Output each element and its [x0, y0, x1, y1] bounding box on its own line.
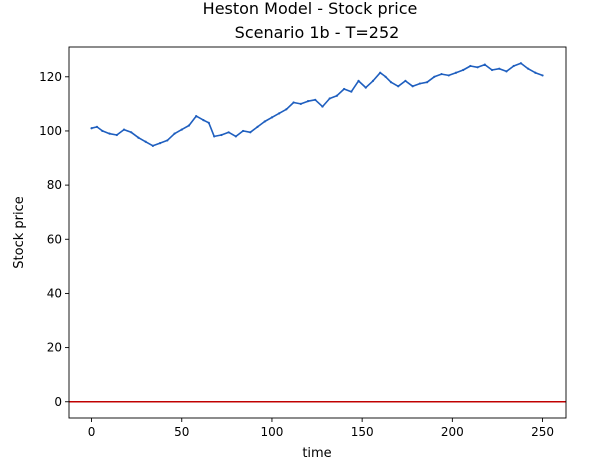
data-point: [159, 142, 162, 145]
data-point: [144, 140, 147, 143]
data-point: [187, 124, 191, 127]
data-point: [306, 100, 310, 103]
data-point: [462, 68, 465, 72]
data-point: [292, 101, 295, 104]
data-point: [364, 86, 367, 89]
data-point: [483, 63, 486, 66]
data-point: [249, 131, 252, 134]
data-point: [122, 128, 126, 131]
x-tick-label: 0: [88, 425, 96, 439]
data-point: [115, 133, 118, 137]
data-point: [151, 144, 154, 147]
x-tick-label: 50: [174, 425, 189, 439]
data-point: [241, 129, 245, 133]
data-point: [234, 135, 237, 138]
data-point: [90, 127, 93, 130]
data-point: [440, 72, 443, 76]
data-point: [389, 81, 393, 84]
axes: 0 50 100 150 200 250 0 20 40 60 80 100 120: [39, 46, 567, 439]
data-point: [101, 129, 104, 133]
data-point: [137, 136, 140, 139]
data-point: [299, 102, 302, 105]
data-point: [328, 97, 331, 100]
data-point: [350, 90, 353, 93]
data-point: [195, 114, 198, 118]
y-tick-label: 40: [47, 286, 62, 300]
data-point: [180, 128, 183, 131]
data-point: [357, 79, 360, 82]
data-point: [505, 70, 508, 73]
data-point: [202, 119, 205, 122]
data-point: [512, 64, 515, 68]
data-point: [534, 71, 537, 74]
x-tick-label: 150: [351, 425, 374, 439]
data-point: [498, 67, 501, 70]
y-tick-label: 100: [39, 124, 62, 138]
chart-title: Heston Model - Stock price: [203, 0, 418, 18]
data-point: [166, 139, 169, 142]
data-point: [321, 105, 324, 108]
data-point: [270, 116, 274, 119]
data-point: [469, 64, 472, 68]
data-point: [263, 120, 266, 123]
data-point: [411, 85, 414, 88]
data-point: [541, 74, 544, 77]
x-axis-label: time: [302, 446, 331, 461]
data-point: [371, 79, 375, 82]
data-point: [447, 74, 450, 77]
data-point: [397, 85, 400, 88]
x-tick-label: 100: [260, 425, 283, 439]
data-point: [314, 98, 317, 101]
data-point: [95, 125, 99, 128]
data-point: [130, 131, 133, 134]
data-point: [418, 82, 421, 85]
data-point: [519, 62, 523, 65]
plot-frame: [68, 46, 567, 419]
data-point: [173, 132, 176, 135]
data-point: [490, 68, 494, 72]
y-axis-label: Stock price: [12, 196, 27, 268]
data-point: [527, 67, 530, 70]
data-point: [207, 121, 210, 124]
y-tick-label: 20: [47, 341, 62, 355]
data-point: [425, 81, 429, 84]
y-tick-label: 80: [47, 178, 62, 192]
stock-price-line: [91, 62, 543, 147]
data-point: [384, 75, 387, 78]
data-point: [404, 79, 407, 82]
x-tick-label: 250: [531, 425, 554, 439]
plot-area: [69, 62, 566, 403]
data-point: [433, 75, 436, 78]
data-point: [213, 135, 216, 138]
data-point: [454, 71, 458, 74]
data-point: [108, 132, 111, 135]
data-point: [343, 87, 346, 91]
data-point: [256, 125, 259, 128]
data-point: [335, 94, 338, 97]
data-point: [285, 108, 288, 111]
y-tick-label: 120: [39, 70, 62, 84]
y-tick-label: 60: [47, 232, 62, 246]
chart-subtitle: Scenario 1b - T=252: [235, 23, 400, 42]
data-point: [379, 71, 382, 74]
x-tick-label: 200: [441, 425, 464, 439]
data-point: [227, 131, 230, 134]
y-tick-label: 0: [54, 395, 62, 409]
data-point: [220, 133, 223, 137]
data-point: [476, 66, 479, 69]
data-point: [278, 112, 281, 115]
